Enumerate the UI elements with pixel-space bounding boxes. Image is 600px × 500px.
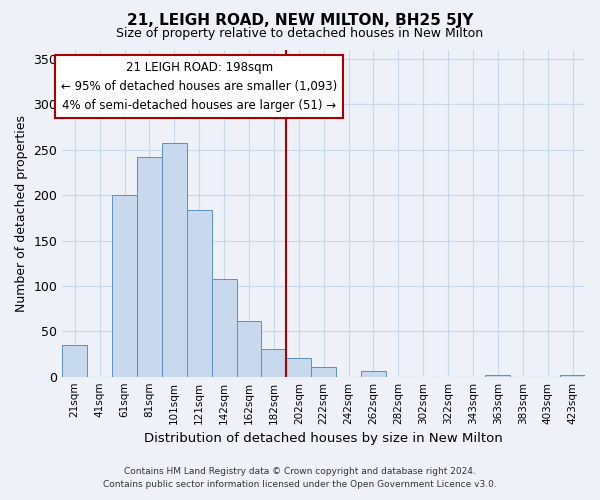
Bar	[361, 371, 386, 376]
Bar	[212, 278, 236, 376]
Text: 21, LEIGH ROAD, NEW MILTON, BH25 5JY: 21, LEIGH ROAD, NEW MILTON, BH25 5JY	[127, 12, 473, 28]
Y-axis label: Number of detached properties: Number of detached properties	[15, 115, 28, 312]
Text: Size of property relative to detached houses in New Milton: Size of property relative to detached ho…	[116, 28, 484, 40]
Bar	[236, 322, 262, 376]
Bar	[137, 157, 162, 376]
Bar	[560, 375, 585, 376]
Bar	[62, 345, 87, 376]
Text: 21 LEIGH ROAD: 198sqm
← 95% of detached houses are smaller (1,093)
4% of semi-de: 21 LEIGH ROAD: 198sqm ← 95% of detached …	[61, 61, 337, 112]
Bar	[112, 195, 137, 376]
X-axis label: Distribution of detached houses by size in New Milton: Distribution of detached houses by size …	[144, 432, 503, 445]
Bar	[485, 375, 511, 376]
Bar	[286, 358, 311, 376]
Text: Contains HM Land Registry data © Crown copyright and database right 2024.
Contai: Contains HM Land Registry data © Crown c…	[103, 467, 497, 489]
Bar	[162, 142, 187, 376]
Bar	[262, 348, 286, 376]
Bar	[311, 366, 336, 376]
Bar	[187, 210, 212, 376]
